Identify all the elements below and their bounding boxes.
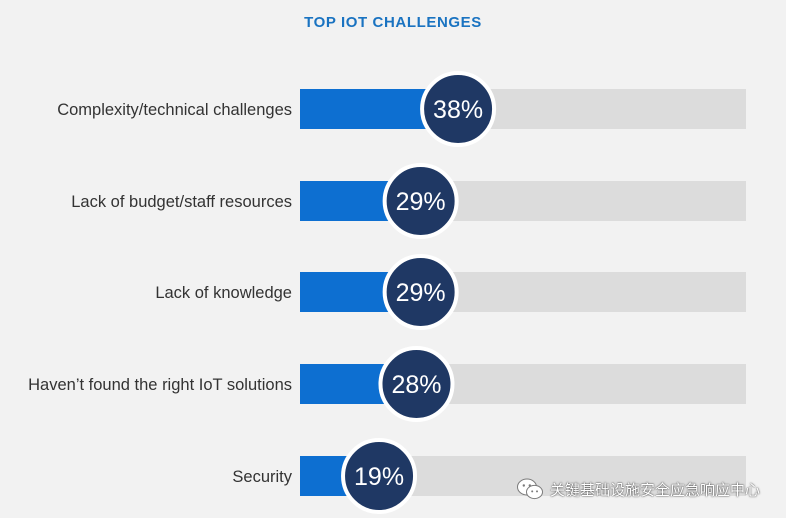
category-label: Lack of knowledge [155,284,292,302]
bar-row: Haven’t found the right IoT solutions 28% [28,346,746,422]
watermark: 关键基础设施安全应急响应中心 [516,474,760,504]
bar-row: Lack of knowledge 29% [155,254,746,330]
value-badge [382,254,459,330]
category-label: Security [232,468,292,486]
bar-row: Complexity/technical challenges 38% [57,71,746,147]
data-label: 29% [396,279,446,307]
chart-title: TOP IOT CHALLENGES [304,14,482,31]
bars-layer: Complexity/technical challenges 38% Lack o… [28,71,746,514]
category-label: Complexity/technical challenges [57,101,292,119]
value-badge [341,438,418,514]
data-label: 29% [396,188,446,216]
watermark-text: 关键基础设施安全应急响应中心 [549,480,760,499]
data-label: 19% [354,463,404,491]
data-label: 38% [433,96,483,124]
value-badge [420,71,497,147]
wechat-icon [516,478,543,500]
value-badge [382,163,459,239]
data-label: 28% [391,371,441,399]
category-label: Haven’t found the right IoT solutions [28,376,292,394]
value-badge [378,346,455,422]
category-label: Lack of budget/staff resources [71,193,292,211]
bar-row: Lack of budget/staff resources 29% [71,163,746,239]
